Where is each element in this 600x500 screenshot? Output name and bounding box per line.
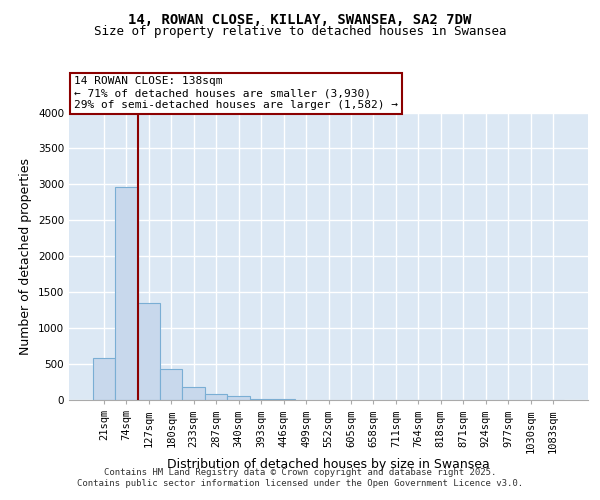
Bar (205, 394, 227, 400)
Bar (92, 358, 115, 400)
Bar (250, 398, 272, 400)
Y-axis label: Number of detached properties: Number of detached properties (19, 158, 32, 355)
Text: 14 ROWAN CLOSE: 138sqm
← 71% of detached houses are smaller (3,930)
29% of semi-: 14 ROWAN CLOSE: 138sqm ← 71% of detached… (74, 76, 398, 110)
Text: Size of property relative to detached houses in Swansea: Size of property relative to detached ho… (94, 25, 506, 38)
Text: Contains HM Land Registry data © Crown copyright and database right 2025.
Contai: Contains HM Land Registry data © Crown c… (77, 468, 523, 487)
X-axis label: Distribution of detached houses by size in Swansea: Distribution of detached houses by size … (167, 458, 490, 471)
Bar (182, 388, 205, 400)
Bar (160, 369, 182, 400)
Text: 14, ROWAN CLOSE, KILLAY, SWANSEA, SA2 7DW: 14, ROWAN CLOSE, KILLAY, SWANSEA, SA2 7D… (128, 12, 472, 26)
Bar (227, 396, 250, 400)
Bar (137, 303, 160, 400)
Bar (115, 186, 137, 400)
